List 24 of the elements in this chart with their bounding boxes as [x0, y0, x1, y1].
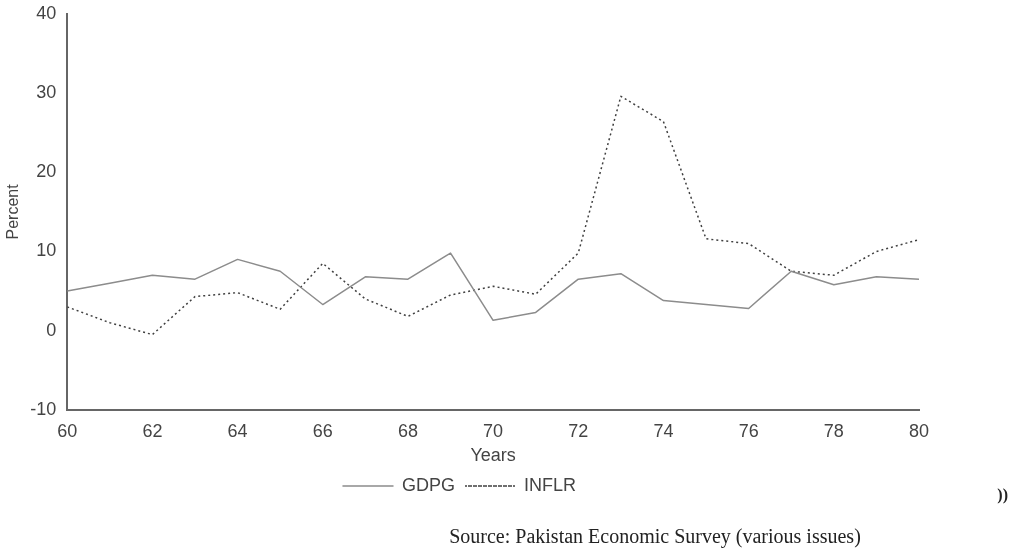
x-tick-label: 66 — [312, 420, 333, 441]
legend-label: INFLR — [524, 474, 577, 495]
x-tick-label: 78 — [823, 420, 844, 441]
y-tick-label: -10 — [30, 398, 57, 419]
y-tick-label: 40 — [36, 2, 57, 23]
legend-label: GDPG — [401, 474, 456, 495]
y-tick-label: 0 — [46, 319, 57, 340]
y-axis-title: Percent — [4, 183, 22, 240]
line-series — [67, 95, 919, 336]
y-tick-label: 10 — [36, 240, 57, 261]
source-note: Source: Pakistan Economic Survey (various issues) — [449, 525, 861, 549]
x-tick-label: 60 — [57, 420, 78, 441]
x-tick-label: 68 — [397, 420, 418, 441]
x-tick-label: 64 — [227, 420, 248, 441]
x-tick-label: 70 — [483, 420, 504, 441]
x-tick-label: 72 — [568, 420, 589, 441]
x-axis-title: Years — [470, 445, 516, 466]
x-tick-label: 74 — [653, 420, 674, 441]
x-tick-label: 76 — [738, 420, 759, 441]
y-tick-label: 30 — [36, 82, 57, 103]
y-tick-label: 20 — [36, 161, 57, 182]
text: )) — [997, 486, 1008, 505]
x-tick-label: 80 — [908, 420, 930, 441]
x-tick-label: 62 — [142, 420, 163, 441]
